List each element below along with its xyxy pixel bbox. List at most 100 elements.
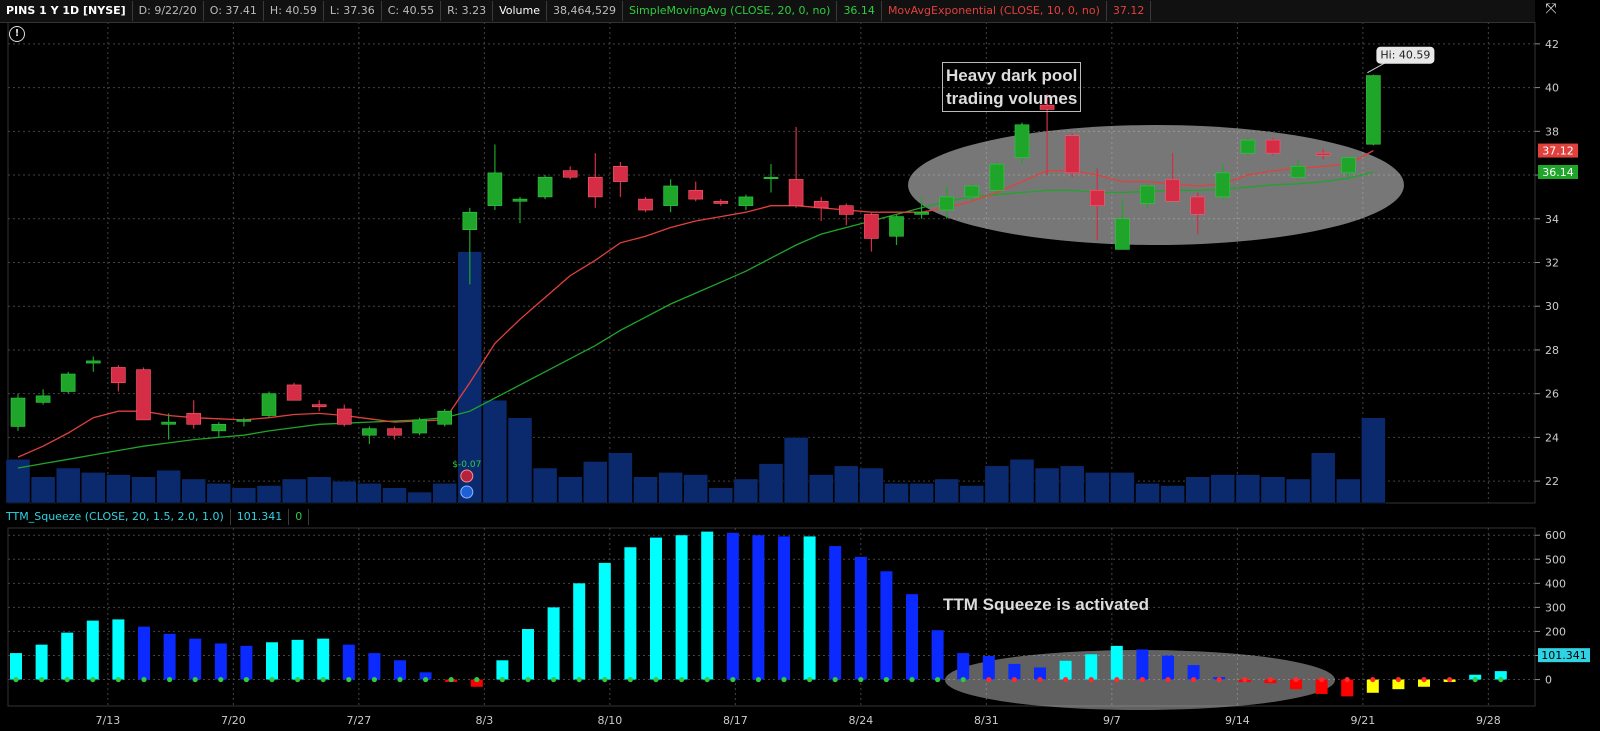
volume-bar: [1260, 476, 1286, 504]
high-label: H: 40.59: [264, 1, 324, 21]
candle-body: [864, 214, 879, 239]
ttm-histogram-bar: [726, 532, 739, 680]
chart-header: PINS 1 Y 1D [NYSE] D: 9/22/20 O: 37.41 H…: [0, 0, 1535, 23]
ttm-squeeze-dot: [167, 676, 173, 683]
ttm-squeeze-dot: [1447, 676, 1453, 683]
price-tick-label: 22: [1545, 475, 1559, 488]
ttm-squeeze-dot: [1139, 676, 1145, 683]
date-tick-label: 8/10: [597, 714, 622, 727]
volume-bar: [708, 487, 734, 504]
dividend-event-icon: [460, 485, 474, 499]
ttm-squeeze-dot: [704, 676, 710, 683]
volume-bar: [1160, 485, 1185, 504]
volume-bar: [783, 437, 809, 504]
ema-price-tag-box: [1538, 143, 1578, 158]
ttm-squeeze-dot: [551, 676, 557, 683]
volume-bar: [482, 399, 508, 504]
ttm-histogram-bar: [957, 653, 970, 680]
ttm-histogram-bar: [368, 653, 381, 680]
ttm-squeeze-dot: [371, 676, 377, 683]
candle-body: [1090, 190, 1105, 206]
volume-bar: [1185, 476, 1210, 504]
candle-body: [35, 395, 51, 403]
ttm-histogram-bar: [342, 644, 355, 680]
candle-body: [286, 384, 302, 401]
ttm-histogram-bar: [189, 638, 202, 680]
date-tick-label: 8/17: [723, 714, 748, 727]
volume-bar: [507, 417, 533, 504]
ttm-squeeze-dot: [295, 676, 301, 683]
candle-body: [1039, 104, 1055, 110]
ttm-histogram-bar: [931, 630, 944, 680]
ttm-histogram-bar: [1059, 660, 1072, 680]
date-tick-label: 9/21: [1350, 714, 1375, 727]
candle-body: [336, 408, 352, 425]
ttm-squeeze-dot: [1472, 676, 1478, 683]
ttm-squeeze-dot: [218, 676, 224, 683]
candle-body: [487, 172, 503, 206]
ttm-histogram-bar: [240, 645, 253, 680]
date-tick-label: 9/28: [1476, 714, 1501, 727]
volume-bar: [1085, 472, 1110, 504]
ttm-second-value: 0: [289, 509, 310, 525]
volume-bar: [106, 474, 131, 504]
ttm-tick-label: 600: [1545, 529, 1566, 542]
ttm-value-tag: 101.341: [1541, 649, 1587, 662]
ttm-histogram-bar: [906, 594, 918, 680]
candle-body: [236, 419, 252, 422]
ttm-squeeze-dot: [909, 676, 915, 683]
ttm-label[interactable]: TTM_Squeeze (CLOSE, 20, 1.5, 2.0, 1.0): [0, 509, 231, 525]
candle-body: [1290, 166, 1306, 178]
ttm-squeeze-dot: [192, 676, 198, 683]
ttm-histogram-bar: [1392, 679, 1405, 690]
ttm-squeeze-dot: [679, 676, 685, 683]
candle-body: [10, 397, 26, 427]
ttm-tick-label: 300: [1545, 601, 1566, 614]
candlesticks: [10, 74, 1381, 444]
candle-body: [161, 421, 176, 425]
price-tick-label: 40: [1545, 82, 1559, 95]
candle-body: [462, 211, 478, 231]
candle-body: [136, 369, 151, 421]
ttm-squeeze-dot: [423, 676, 429, 683]
ttm-squeeze-dot: [576, 676, 582, 683]
symbol-label[interactable]: PINS 1 Y 1D [NYSE]: [0, 1, 133, 21]
open-label: O: 37.41: [204, 1, 264, 21]
volume-value: 38,464,529: [547, 1, 623, 21]
price-tick-label: 42: [1545, 38, 1559, 51]
ttm-squeeze-dot: [1011, 676, 1018, 683]
ttm-squeeze-dot: [115, 676, 121, 683]
ttm-tick-label: 500: [1545, 553, 1566, 566]
info-icon[interactable]: !: [9, 26, 25, 42]
ttm-squeeze-dot: [397, 676, 403, 683]
ttm-histogram-bar: [880, 571, 893, 680]
price-tick-label: 34: [1545, 213, 1559, 226]
volume-bar: [934, 478, 959, 504]
candle-body: [186, 413, 201, 425]
candle-body: [1115, 218, 1130, 250]
ttm-histogram-bar: [496, 660, 509, 680]
low-label: L: 37.36: [324, 1, 382, 21]
volume-bars: [5, 251, 1386, 504]
ttm-squeeze-dot: [1191, 676, 1197, 683]
ttm-squeeze-dot: [1498, 676, 1504, 683]
volume-label[interactable]: Volume: [493, 1, 548, 21]
candle-body: [1014, 124, 1030, 158]
volume-bar: [859, 467, 884, 504]
candle-body: [311, 404, 327, 408]
price-tick-label: 38: [1545, 125, 1559, 138]
candle-body: [512, 198, 528, 202]
volume-bar: [1009, 459, 1035, 504]
earnings-label: $-0.07: [452, 460, 481, 470]
ema-label[interactable]: MovAvgExponential (CLOSE, 10, 0, no): [882, 1, 1107, 21]
sma-label[interactable]: SimpleMovingAvg (CLOSE, 20, 0, no): [623, 1, 838, 21]
candle-body: [838, 205, 854, 215]
squeeze-annotation: TTM Squeeze is activated: [943, 595, 1149, 614]
expand-arrows-icon[interactable]: ⤧: [1545, 1, 1557, 17]
ttm-histogram-bar: [650, 537, 662, 680]
volume-bar: [532, 467, 558, 504]
ttm-squeeze-dot: [602, 676, 608, 683]
candle-body: [663, 185, 678, 206]
candle-body: [437, 410, 453, 425]
